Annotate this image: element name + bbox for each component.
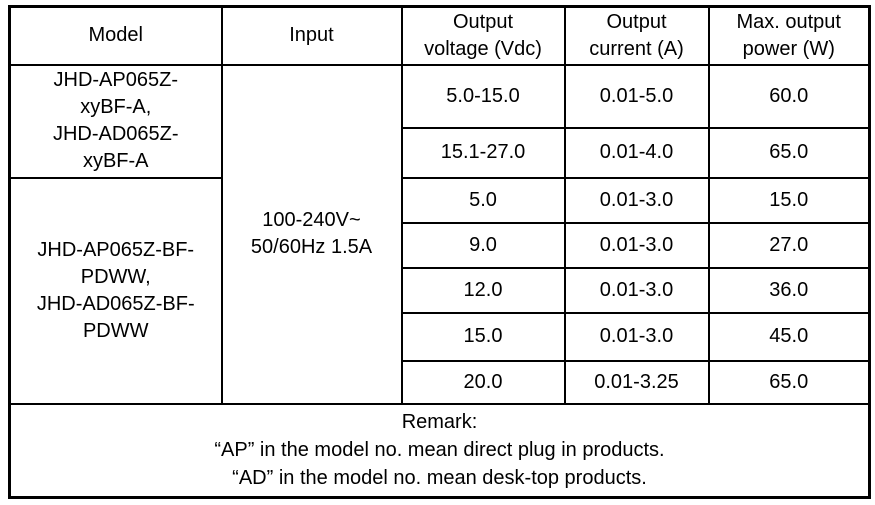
input-cell: 100-240V~ 50/60Hz 1.5A bbox=[220, 63, 403, 405]
col-header-power: Max. output power (W) bbox=[707, 5, 871, 66]
table-row: 9.0 0.01-3.0 27.0 bbox=[10, 221, 871, 269]
table-row: 15.1-27.0 0.01-4.0 65.0 bbox=[10, 126, 871, 179]
cell-voltage: 5.0 bbox=[400, 176, 566, 224]
cell-current: 0.01-4.0 bbox=[563, 126, 710, 179]
cell-power: 36.0 bbox=[707, 266, 871, 314]
cell-voltage: 15.0 bbox=[400, 311, 566, 362]
cell-current: 0.01-3.0 bbox=[563, 266, 710, 314]
cell-power: 45.0 bbox=[707, 311, 871, 362]
cell-current: 0.01-3.0 bbox=[563, 176, 710, 224]
cell-current: 0.01-5.0 bbox=[563, 63, 710, 129]
remark-row: Remark: “AP” in the model no. mean direc… bbox=[8, 402, 871, 499]
col-header-model: Model bbox=[8, 5, 223, 66]
cell-voltage: 9.0 bbox=[400, 221, 566, 269]
table-row: 20.0 0.01-3.25 65.0 bbox=[10, 359, 871, 405]
power-supply-spec-table: Model Input Output voltage (Vdc) Output … bbox=[8, 5, 871, 499]
header-row: Model Input Output voltage (Vdc) Output … bbox=[8, 5, 871, 66]
col-header-voltage: Output voltage (Vdc) bbox=[400, 5, 566, 66]
cell-voltage: 15.1-27.0 bbox=[400, 126, 566, 179]
cell-voltage: 20.0 bbox=[400, 359, 566, 405]
cell-power: 15.0 bbox=[707, 176, 871, 224]
remark-text: Remark: “AP” in the model no. mean direc… bbox=[8, 402, 871, 499]
cell-power: 65.0 bbox=[707, 126, 871, 179]
table-row: 12.0 0.01-3.0 36.0 bbox=[10, 266, 871, 314]
model-group-2-cell: JHD-AP065Z-BF- PDWW, JHD-AD065Z-BF- PDWW bbox=[8, 176, 223, 405]
cell-current: 0.01-3.25 bbox=[563, 359, 710, 405]
cell-current: 0.01-3.0 bbox=[563, 311, 710, 362]
col-header-current: Output current (A) bbox=[563, 5, 710, 66]
table-row: 15.0 0.01-3.0 45.0 bbox=[10, 311, 871, 362]
cell-voltage: 12.0 bbox=[400, 266, 566, 314]
cell-current: 0.01-3.0 bbox=[563, 221, 710, 269]
model-group-1-cell: JHD-AP065Z- xyBF-A, JHD-AD065Z- xyBF-A bbox=[8, 63, 223, 179]
col-header-input: Input bbox=[220, 5, 403, 66]
cell-power: 60.0 bbox=[707, 63, 871, 129]
cell-voltage: 5.0-15.0 bbox=[400, 63, 566, 129]
table-row: JHD-AP065Z- xyBF-A, JHD-AD065Z- xyBF-A 1… bbox=[8, 63, 871, 405]
table-row: JHD-AP065Z-BF- PDWW, JHD-AD065Z-BF- PDWW… bbox=[8, 176, 871, 405]
cell-power: 65.0 bbox=[707, 359, 871, 405]
cell-power: 27.0 bbox=[707, 221, 871, 269]
